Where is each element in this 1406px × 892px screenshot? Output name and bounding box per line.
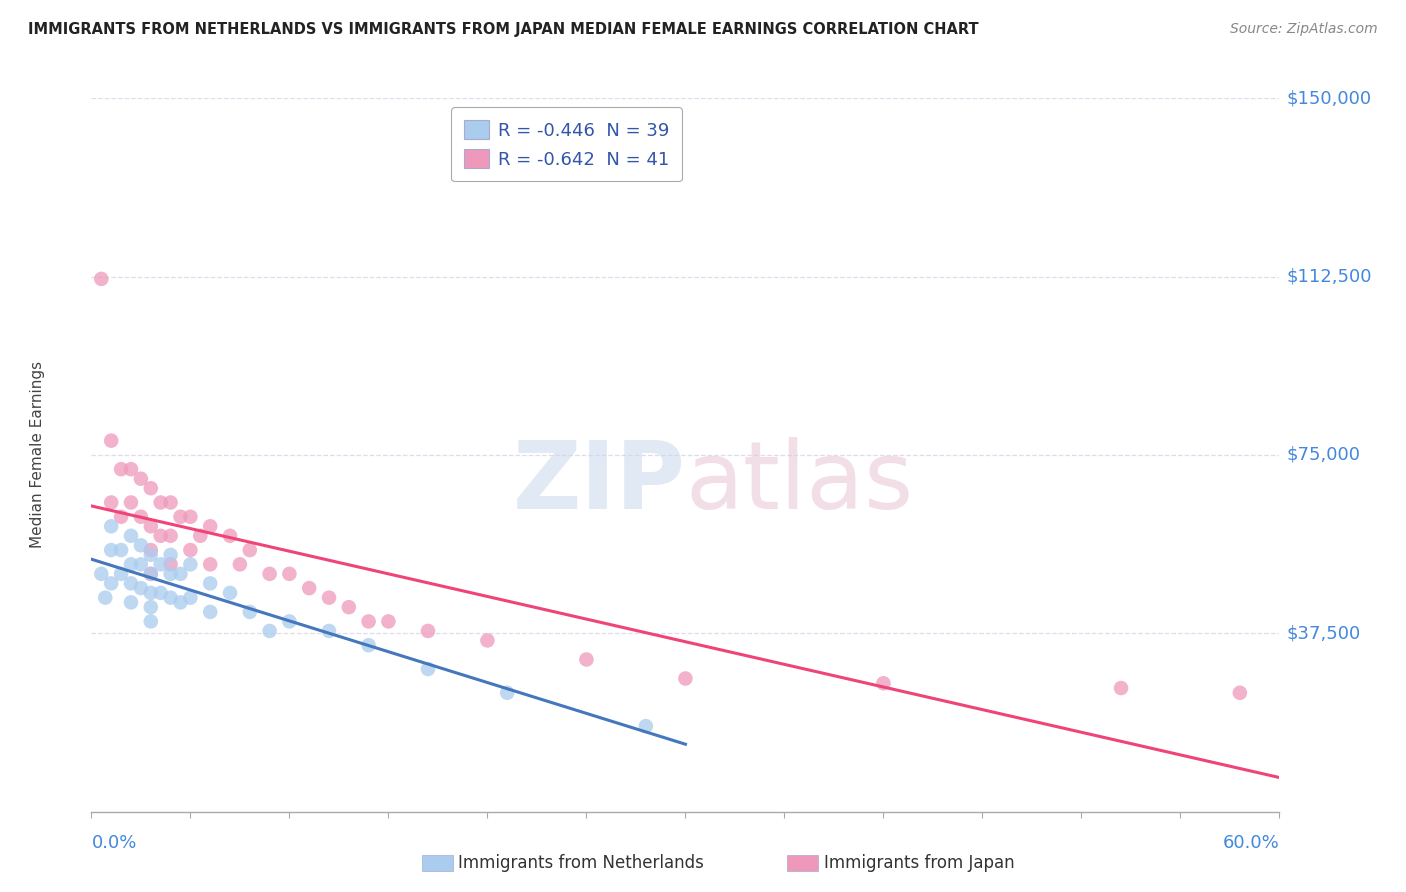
Point <box>159 558 181 572</box>
Point <box>139 548 162 562</box>
Point <box>278 615 301 629</box>
Text: $37,500: $37,500 <box>1286 624 1361 642</box>
Legend: R = -0.446  N = 39, R = -0.642  N = 41: R = -0.446 N = 39, R = -0.642 N = 41 <box>451 107 682 181</box>
Point <box>239 605 262 619</box>
Point <box>200 558 222 572</box>
Text: Source: ZipAtlas.com: Source: ZipAtlas.com <box>1230 22 1378 37</box>
Point <box>634 719 657 733</box>
Point <box>110 509 132 524</box>
Point <box>120 529 142 543</box>
Point <box>100 434 122 448</box>
Point <box>179 558 201 572</box>
Point <box>100 495 122 509</box>
Point <box>188 529 211 543</box>
Text: Immigrants from Japan: Immigrants from Japan <box>824 854 1015 871</box>
Point <box>278 566 301 581</box>
Point <box>139 586 162 600</box>
Point <box>169 509 191 524</box>
Point <box>149 529 172 543</box>
Point <box>337 600 360 615</box>
Text: ZIP: ZIP <box>513 437 685 530</box>
Point <box>120 495 142 509</box>
Point <box>149 586 172 600</box>
Text: $112,500: $112,500 <box>1286 268 1372 285</box>
Point <box>120 595 142 609</box>
Point <box>357 615 380 629</box>
Point <box>139 566 162 581</box>
Point <box>120 462 142 476</box>
Point <box>872 676 894 690</box>
Point <box>110 462 132 476</box>
Point <box>318 624 340 638</box>
Point <box>200 519 222 533</box>
Point <box>129 509 152 524</box>
Point <box>139 566 162 581</box>
Point <box>357 638 380 652</box>
Point <box>1109 681 1132 695</box>
Point <box>90 566 112 581</box>
Point <box>139 481 162 495</box>
Point <box>575 652 598 666</box>
Point <box>159 548 181 562</box>
Point <box>219 529 242 543</box>
Point <box>120 558 142 572</box>
Point <box>159 529 181 543</box>
Point <box>149 558 172 572</box>
Point <box>100 519 122 533</box>
Text: 0.0%: 0.0% <box>91 834 136 852</box>
Point <box>179 591 201 605</box>
Point <box>377 615 399 629</box>
Point <box>169 566 191 581</box>
Point <box>139 543 162 558</box>
Point <box>110 543 132 558</box>
Text: atlas: atlas <box>685 437 914 530</box>
Text: $75,000: $75,000 <box>1286 446 1361 464</box>
Point <box>477 633 499 648</box>
Point <box>169 595 191 609</box>
Text: Immigrants from Netherlands: Immigrants from Netherlands <box>458 854 704 871</box>
Point <box>259 566 281 581</box>
Point <box>159 591 181 605</box>
Text: 60.0%: 60.0% <box>1223 834 1279 852</box>
Point <box>673 672 696 686</box>
Point <box>100 543 122 558</box>
Point <box>219 586 242 600</box>
Point <box>120 576 142 591</box>
Point <box>139 615 162 629</box>
Point <box>129 581 152 595</box>
Point <box>90 272 112 286</box>
Point <box>139 600 162 615</box>
Point <box>139 519 162 533</box>
Point <box>179 509 201 524</box>
Text: IMMIGRANTS FROM NETHERLANDS VS IMMIGRANTS FROM JAPAN MEDIAN FEMALE EARNINGS CORR: IMMIGRANTS FROM NETHERLANDS VS IMMIGRANT… <box>28 22 979 37</box>
Point <box>239 543 262 558</box>
Point <box>318 591 340 605</box>
Text: Median Female Earnings: Median Female Earnings <box>31 361 45 549</box>
Point <box>229 558 252 572</box>
Point <box>416 662 439 676</box>
Point <box>129 538 152 552</box>
Point <box>129 472 152 486</box>
Point <box>159 566 181 581</box>
Point <box>100 576 122 591</box>
Text: $150,000: $150,000 <box>1286 89 1372 107</box>
Point <box>1229 686 1251 700</box>
Point <box>179 543 201 558</box>
Point <box>110 566 132 581</box>
Point <box>259 624 281 638</box>
Point <box>416 624 439 638</box>
Point <box>159 495 181 509</box>
Point <box>94 591 117 605</box>
Point <box>200 605 222 619</box>
Point <box>496 686 519 700</box>
Point <box>149 495 172 509</box>
Point <box>200 576 222 591</box>
Point <box>129 558 152 572</box>
Point <box>298 581 321 595</box>
